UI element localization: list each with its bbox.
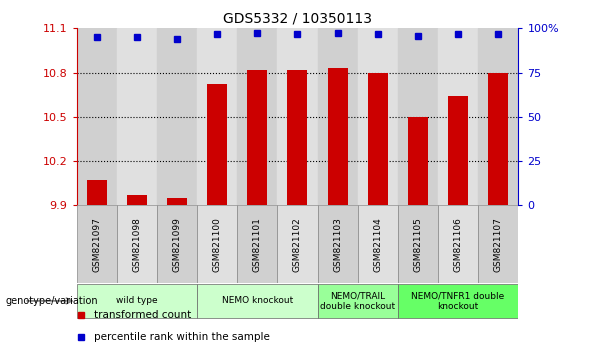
Bar — [438, 205, 478, 283]
Bar — [327, 68, 348, 205]
Bar — [398, 205, 438, 283]
Bar — [317, 205, 358, 283]
Bar — [77, 28, 117, 205]
Bar — [197, 205, 237, 283]
Text: transformed count: transformed count — [94, 310, 191, 320]
Text: GSM821107: GSM821107 — [494, 217, 503, 272]
Text: GSM821102: GSM821102 — [293, 217, 302, 272]
Bar — [247, 70, 267, 205]
Bar — [237, 28, 277, 205]
Bar — [207, 84, 227, 205]
Text: GSM821098: GSM821098 — [133, 217, 141, 272]
Bar — [478, 28, 518, 205]
Text: GSM821105: GSM821105 — [413, 217, 422, 272]
Bar — [287, 70, 307, 205]
Text: wild type: wild type — [116, 296, 158, 306]
Text: GSM821099: GSM821099 — [173, 217, 181, 272]
Text: GSM821104: GSM821104 — [373, 217, 382, 272]
Bar — [197, 284, 317, 318]
Text: NEMO/TNFR1 double
knockout: NEMO/TNFR1 double knockout — [412, 291, 505, 310]
Bar — [157, 28, 197, 205]
Bar — [117, 28, 157, 205]
Text: percentile rank within the sample: percentile rank within the sample — [94, 332, 270, 342]
Text: NEMO knockout: NEMO knockout — [221, 296, 293, 306]
Bar — [157, 205, 197, 283]
Bar — [488, 73, 508, 205]
Bar — [317, 28, 358, 205]
Bar — [438, 28, 478, 205]
Bar — [398, 284, 518, 318]
Text: GSM821097: GSM821097 — [92, 217, 101, 272]
Text: GSM821100: GSM821100 — [213, 217, 221, 272]
Bar — [197, 28, 237, 205]
Text: GSM821103: GSM821103 — [333, 217, 342, 272]
Bar — [237, 205, 277, 283]
Bar — [317, 284, 398, 318]
Bar — [478, 205, 518, 283]
Bar — [277, 28, 317, 205]
Bar — [398, 28, 438, 205]
Bar — [117, 205, 157, 283]
Bar — [127, 195, 147, 205]
Text: genotype/variation: genotype/variation — [6, 296, 98, 306]
Bar — [87, 180, 107, 205]
Text: GSM821106: GSM821106 — [454, 217, 462, 272]
Bar — [358, 28, 398, 205]
Bar — [358, 205, 398, 283]
Bar — [448, 96, 468, 205]
Title: GDS5332 / 10350113: GDS5332 / 10350113 — [223, 12, 372, 26]
Bar — [167, 198, 187, 205]
Bar — [77, 205, 117, 283]
Text: NEMO/TRAIL
double knockout: NEMO/TRAIL double knockout — [320, 291, 395, 310]
Bar — [408, 117, 428, 205]
Text: GSM821101: GSM821101 — [253, 217, 262, 272]
Bar — [277, 205, 317, 283]
Bar — [368, 73, 388, 205]
Bar — [77, 284, 197, 318]
